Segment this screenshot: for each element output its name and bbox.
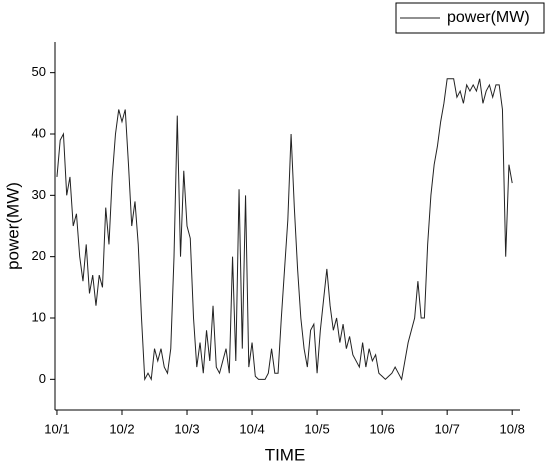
y-tick-label: 0	[39, 371, 46, 386]
y-tick-label: 40	[32, 125, 46, 140]
x-tick-label: 10/4	[239, 421, 264, 436]
x-tick-label: 10/6	[369, 421, 394, 436]
y-axis-label: power(MW)	[3, 182, 22, 270]
y-tick-label: 20	[32, 248, 46, 263]
x-axis-label: TIME	[265, 445, 306, 464]
y-tick-label: 10	[32, 309, 46, 324]
y-tick-label: 50	[32, 64, 46, 79]
x-tick-label: 10/2	[109, 421, 134, 436]
data-line	[56, 78, 513, 382]
x-tick-label: 10/7	[435, 421, 460, 436]
legend-label: power(MW)	[447, 9, 530, 26]
x-tick-label: 10/8	[500, 421, 525, 436]
y-tick-label: 30	[32, 187, 46, 202]
x-tick-label: 10/5	[304, 421, 329, 436]
x-tick-label: 10/3	[174, 421, 199, 436]
x-tick-label: 10/1	[44, 421, 69, 436]
